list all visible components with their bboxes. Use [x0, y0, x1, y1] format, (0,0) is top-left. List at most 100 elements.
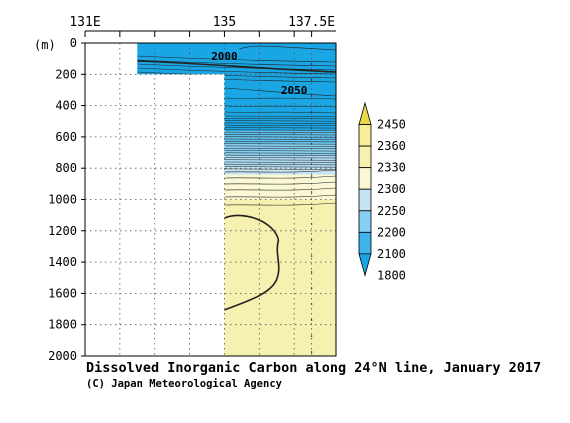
station-dot: [310, 271, 313, 273]
contour-line: [224, 111, 336, 114]
contour-label-0: 2000: [211, 50, 238, 63]
contour-line: [224, 181, 336, 185]
y-axis-unit-label: (m): [34, 38, 56, 52]
station-dot: [310, 79, 313, 81]
contour-line: [224, 136, 336, 138]
contour-line: [224, 154, 336, 156]
station-dot: [310, 319, 313, 321]
legend-swatch-4: [358, 167, 372, 190]
gridline-layer: [85, 43, 336, 356]
y-tick-label-7: 1400: [48, 255, 77, 269]
legend-level-label-2: 2200: [377, 225, 406, 239]
contour-line: [224, 118, 336, 120]
legend-swatch-1: [358, 231, 372, 255]
station-dot: [310, 127, 313, 129]
station-dot: [310, 63, 313, 65]
station-dot: [310, 335, 313, 337]
contour-line: [224, 152, 336, 154]
y-tick-label-9: 1800: [48, 318, 77, 332]
station-dot: [310, 175, 313, 177]
x-tick-label-0: 131E: [69, 15, 100, 30]
legend-level-label-5: 2330: [377, 161, 406, 175]
legend-swatch-2: [358, 210, 372, 233]
value-band-1: [137, 174, 336, 200]
legend-level-label-3: 2250: [377, 204, 406, 218]
contour-line: [224, 105, 336, 108]
legend-level-label-7: 2450: [377, 118, 406, 132]
legend-level-label-1: 2100: [377, 247, 406, 261]
legend-swatch-6: [358, 124, 372, 147]
gradient-band-2: [137, 155, 336, 167]
y-tick-label-10: 2000: [48, 349, 77, 363]
legend-level-label-4: 2300: [377, 182, 406, 196]
contour-line: [239, 45, 336, 51]
contour-line: [224, 157, 336, 159]
y-tick-label-5: 1000: [48, 193, 77, 207]
contour-line: [224, 97, 336, 100]
contour-line: [224, 141, 336, 143]
contour-line: [224, 143, 336, 145]
station-dot: [310, 95, 313, 97]
station-dot: [310, 223, 313, 225]
contour-line: [224, 147, 336, 150]
legend-arrow-top: [358, 101, 372, 125]
station-dot: [310, 287, 313, 289]
contour-line: [224, 194, 336, 198]
contour-line: [224, 169, 336, 173]
legend-colorbar: 1800 2100 2200 2250 2300 2330 2360 2450: [358, 101, 406, 282]
station-markers: [310, 63, 313, 353]
legend-arrow-bottom: [358, 253, 372, 277]
x-tick-label-7: 137.5E: [288, 15, 335, 30]
contour-line: [224, 129, 336, 131]
contour-line: [224, 127, 336, 129]
contour-line: [224, 138, 336, 140]
contour-line: [224, 168, 336, 170]
contour-line: [224, 161, 336, 163]
contour-line: [224, 187, 336, 191]
contour-line: [224, 202, 336, 206]
station-dot: [310, 207, 313, 209]
contour-label-1: 2050: [281, 84, 308, 97]
contour-line: [224, 131, 336, 133]
value-band-2: [137, 199, 336, 356]
y-tick-label-4: 800: [55, 161, 77, 175]
station-dot: [310, 191, 313, 193]
contour-layer: 2000 2050: [137, 45, 336, 353]
contour-line: [224, 87, 336, 97]
contour-line: [224, 164, 336, 166]
station-dot: [310, 159, 313, 161]
contour-line: [224, 122, 336, 124]
contour-line: [224, 166, 336, 168]
x-tick-label-4: 135: [213, 15, 236, 30]
legend-swatch-5: [358, 145, 372, 169]
gradient-band-3: [137, 166, 336, 175]
contour-line: [224, 145, 336, 147]
contour-line: [224, 115, 336, 117]
contour-line: [224, 150, 336, 152]
contour-line: [137, 55, 336, 63]
contour-line: [224, 134, 336, 136]
station-dot: [310, 239, 313, 241]
copyright-credit: (C) Japan Meteorological Agency: [86, 378, 283, 390]
chart-title: Dissolved Inorganic Carbon along 24°N li…: [86, 360, 541, 376]
y-tick-label-2: 400: [55, 99, 77, 113]
y-tick-label-1: 200: [55, 67, 77, 81]
legend-level-label-0: 1800: [377, 268, 406, 282]
contour-line: [224, 120, 336, 122]
y-tick-label-0: 0: [70, 36, 77, 50]
legend-swatch-3: [358, 188, 372, 212]
station-dot: [310, 255, 313, 257]
y-tick-label-3: 600: [55, 130, 77, 144]
station-dot: [310, 143, 313, 145]
y-tick-label-8: 1600: [48, 286, 77, 300]
contour-line: [224, 175, 336, 179]
station-dot: [310, 351, 313, 353]
axes-layer: 131E 135 137.5E 0 200 400 600 800 1000 1200 1400 16…: [48, 15, 337, 363]
station-dot: [310, 303, 313, 305]
contour-line: [137, 59, 336, 67]
contour-line: [137, 67, 336, 75]
y-tick-label-6: 1200: [48, 224, 77, 238]
gradient-band-1: [137, 143, 336, 156]
contour-2000: [137, 60, 336, 73]
